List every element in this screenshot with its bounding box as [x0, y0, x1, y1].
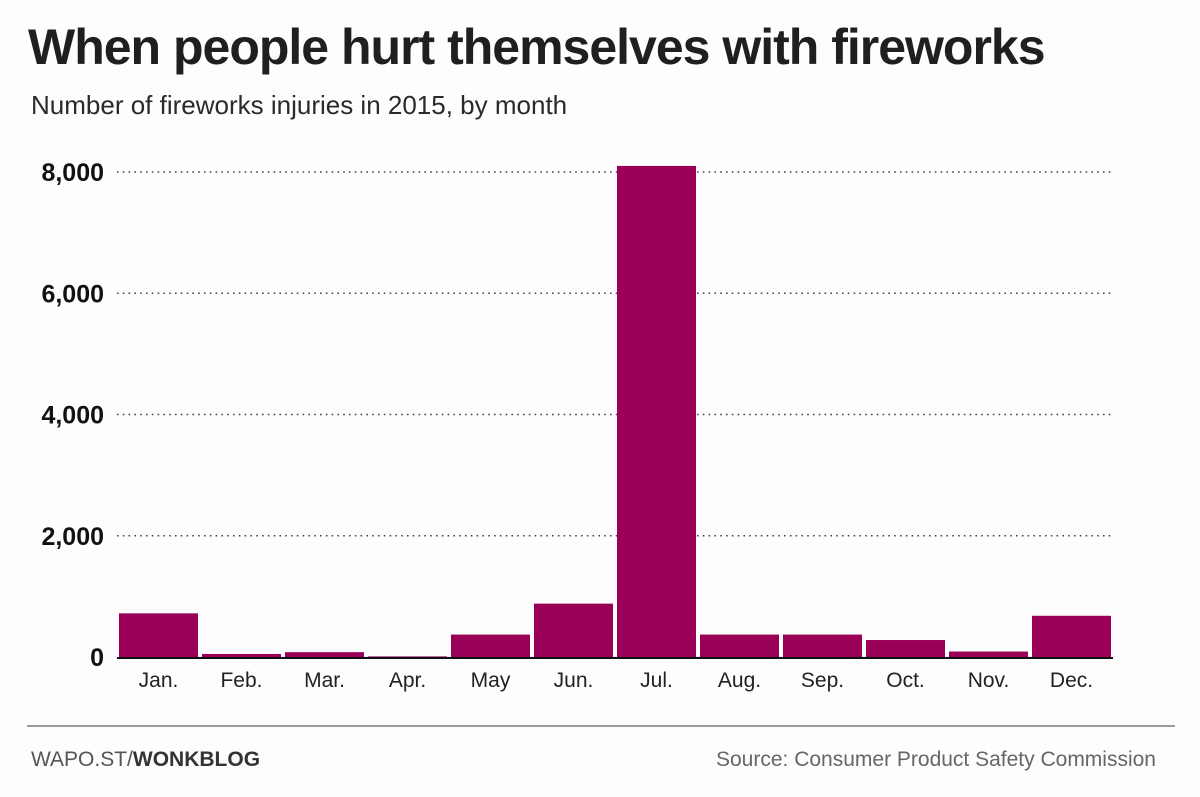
bar-aug	[700, 634, 779, 657]
x-tick-label: Aug.	[718, 669, 761, 692]
source-note: Source: Consumer Product Safety Commissi…	[715, 748, 1156, 771]
x-tick-label: Jul.	[640, 669, 673, 692]
x-tick-label: May	[471, 669, 511, 692]
x-tick-label: Sep.	[801, 669, 844, 692]
footer-credit[interactable]: WAPO.ST/WONKBLOG	[31, 748, 260, 772]
x-tick-label: Apr.	[389, 669, 426, 692]
footer-divider	[27, 725, 1175, 727]
x-tick-label: Jan.	[139, 669, 179, 692]
bar-nov	[949, 651, 1028, 657]
y-tick-label: 6,000	[41, 280, 104, 308]
bar-jun	[534, 603, 613, 657]
bar-jul	[617, 165, 696, 657]
bar-may	[451, 634, 530, 657]
x-tick-label: Nov.	[968, 669, 1010, 692]
x-tick-label: Jun.	[554, 669, 594, 692]
x-tick-label: Mar.	[304, 669, 345, 692]
bar-feb	[202, 653, 281, 657]
credit-brand: WONKBLOG	[132, 748, 261, 771]
bar-dec	[1032, 615, 1111, 657]
y-tick-label: 2,000	[41, 523, 104, 551]
chart-title: When people hurt themselves with firewor…	[28, 19, 1046, 75]
y-tick-label: 0	[90, 644, 104, 672]
y-tick-label: 4,000	[41, 402, 104, 430]
gridlines	[117, 171, 1113, 537]
credit-prefix: WAPO.ST/	[31, 748, 133, 771]
chart-subtitle: Number of fireworks injuries in 2015, by…	[31, 90, 568, 120]
x-tick-label: Dec.	[1050, 669, 1093, 692]
bar-apr	[368, 656, 447, 657]
bar-jan	[119, 613, 198, 657]
bar-mar	[285, 652, 364, 657]
bar-oct	[866, 640, 945, 657]
y-tick-label: 8,000	[41, 159, 104, 187]
bars	[119, 165, 1111, 657]
x-tick-label: Oct.	[886, 669, 925, 692]
axes: 0 2,000 4,000 6,000 8,000 Jan. Feb. Mar. Apr. May…	[41, 159, 1113, 692]
x-tick-label: Feb.	[220, 669, 262, 692]
bar-chart: 0 2,000 4,000 6,000 8,000 Jan. Feb. Mar. Apr. May…	[41, 159, 1113, 692]
bar-sep	[783, 634, 862, 657]
